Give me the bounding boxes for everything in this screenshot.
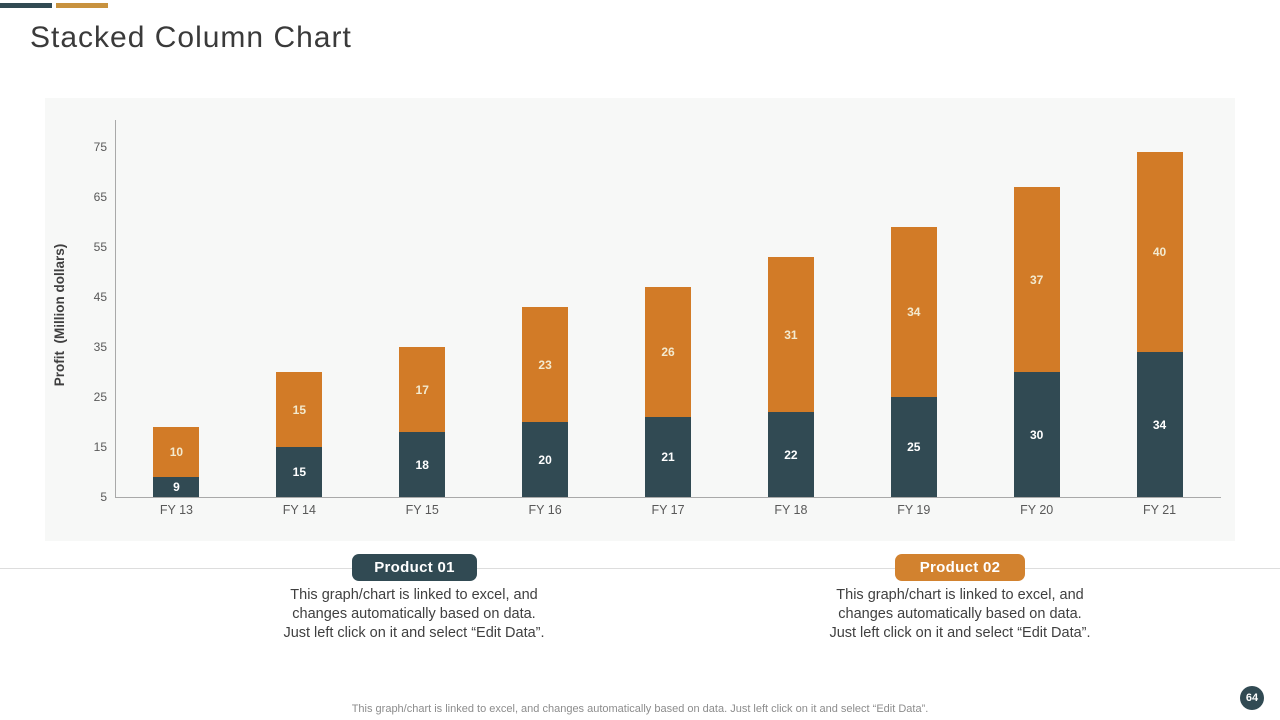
bar-segment-product-01[interactable]: 34 (1136, 352, 1183, 497)
description-line: This graph/chart is linked to excel, and (836, 587, 1084, 603)
bar-value-label: 18 (415, 457, 429, 472)
bar-fy-14[interactable]: 15 15 (276, 372, 323, 497)
x-axis-category-label: FY 15 (405, 503, 439, 517)
bar-value-label: 26 (661, 345, 675, 359)
bar-segment-product-02[interactable]: 40 (1136, 152, 1183, 352)
bar-segment-product-02[interactable]: 37 (1013, 187, 1060, 372)
bar-value-label: 34 (1152, 417, 1167, 432)
y-axis-tick-label: 25 (93, 390, 107, 404)
y-axis-line (115, 120, 116, 498)
bar-value-label: 17 (415, 382, 429, 397)
bar-segment-product-01[interactable]: 22 (767, 412, 814, 497)
bar-segment-product-02[interactable]: 17 (399, 347, 446, 432)
bar-segment-product-01[interactable]: 9 (153, 477, 200, 497)
bar-segment-product-02[interactable]: 23 (522, 307, 569, 422)
bar-value-label: 21 (661, 450, 675, 464)
bar-fy-17[interactable]: 21 26 (645, 287, 691, 497)
legend-description-product-02: This graph/chart is linked to excel, and… (790, 586, 1130, 643)
x-axis-category-label: FY 18 (774, 503, 808, 517)
bar-fy-15[interactable]: 18 17 (399, 347, 446, 497)
y-axis-tick-label: 75 (93, 140, 107, 154)
x-axis-category-label: FY 17 (651, 503, 685, 517)
description-line: changes automatically based on data. (838, 606, 1082, 622)
bar-segment-product-02[interactable]: 26 (645, 287, 691, 417)
bar-value-label: 31 (784, 327, 798, 342)
bar-fy-16[interactable]: 20 23 (522, 307, 569, 497)
bar-segment-product-02[interactable]: 10 (153, 427, 200, 477)
bar-fy-20[interactable]: 30 37 (1013, 187, 1060, 497)
bar-value-label: 30 (1029, 427, 1044, 442)
bar-segment-product-01[interactable]: 21 (645, 417, 691, 497)
bar-value-label: 25 (907, 440, 921, 454)
x-axis-category-label: FY 19 (897, 503, 931, 517)
bar-value-label: 20 (538, 452, 552, 467)
bar-segment-product-02[interactable]: 34 (890, 227, 937, 397)
stacked-column-chart[interactable]: Profit (Million dollars) 5 15 25 35 45 55 65 75… (45, 98, 1235, 541)
footer-note: This graph/chart is linked to excel, and… (351, 703, 929, 715)
description-line: Just left click on it and select “Edit D… (283, 625, 545, 641)
description-line: Just left click on it and select “Edit D… (829, 625, 1091, 641)
page-title: Stacked Column Chart (30, 21, 352, 54)
bar-segment-product-01[interactable]: 15 (276, 447, 323, 497)
x-axis-category-label: FY 21 (1142, 503, 1177, 517)
x-axis-category-label: FY 16 (528, 503, 562, 517)
bar-fy-19[interactable]: 25 34 (890, 227, 937, 497)
bar-segment-product-01[interactable]: 30 (1013, 372, 1060, 497)
bar-value-label: 9 (173, 480, 180, 494)
y-axis-tick-label: 5 (100, 490, 107, 504)
bar-segment-product-02[interactable]: 15 (276, 372, 323, 447)
y-axis-tick-label: 55 (93, 240, 107, 254)
y-axis-tick-label: 15 (93, 440, 107, 454)
x-axis-category-label: FY 20 (1020, 503, 1054, 517)
bar-fy-13[interactable]: 9 10 (153, 427, 200, 497)
bar-value-label: 15 (292, 465, 306, 479)
bar-value-label: 10 (169, 445, 184, 459)
x-axis-category-label: FY 14 (282, 503, 316, 517)
bar-value-label: 34 (907, 305, 921, 319)
y-axis-tick-label: 65 (93, 190, 107, 204)
description-line: This graph/chart is linked to excel, and (290, 587, 538, 603)
bar-segment-product-01[interactable]: 18 (399, 432, 446, 497)
description-line: changes automatically based on data. (292, 606, 536, 622)
legend-badge-product-02: Product 02 (895, 554, 1025, 581)
bar-segment-product-02[interactable]: 31 (767, 257, 814, 412)
bar-value-label: 40 (1152, 245, 1167, 259)
y-axis-tick-label: 45 (93, 290, 107, 304)
bar-segment-product-01[interactable]: 25 (890, 397, 937, 497)
legend-description-product-01: This graph/chart is linked to excel, and… (244, 586, 584, 643)
page-number-badge: 64 (1240, 686, 1264, 710)
bar-value-label: 37 (1029, 272, 1044, 287)
bar-value-label: 23 (538, 357, 552, 372)
bar-value-label: 22 (784, 447, 798, 462)
bar-value-label: 15 (292, 402, 306, 417)
legend-badge-product-01: Product 01 (352, 554, 477, 581)
x-axis-line (115, 497, 1221, 498)
bar-fy-21[interactable]: 34 40 (1136, 152, 1183, 497)
y-axis-tick-label: 35 (93, 340, 107, 354)
legend-divider-line (0, 568, 1280, 569)
bar-fy-18[interactable]: 22 31 (767, 257, 814, 497)
accent-bar-dark (0, 3, 52, 8)
accent-bar-orange (56, 3, 108, 8)
bar-segment-product-01[interactable]: 20 (522, 422, 569, 497)
x-axis-category-label: FY 13 (159, 503, 193, 517)
